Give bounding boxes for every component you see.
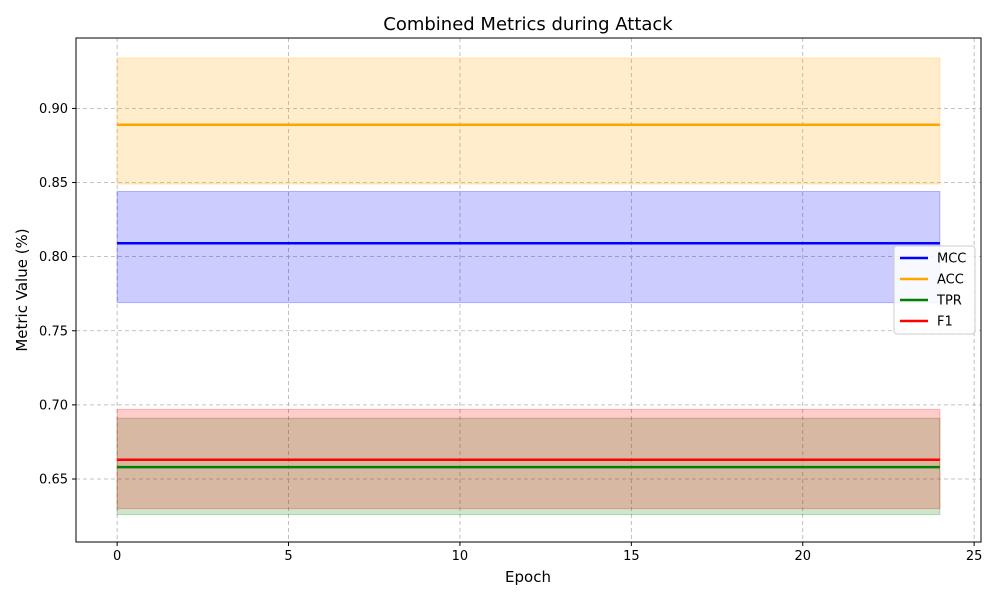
legend-label-acc: ACC	[937, 273, 964, 288]
acc-band	[116, 57, 941, 185]
legend-label-f1: F1	[937, 315, 953, 330]
x-tick-label: 5	[284, 549, 292, 564]
mcc-band	[116, 190, 941, 304]
confidence-bands	[116, 57, 941, 516]
x-tick-label: 20	[794, 549, 811, 564]
x-tick-label: 0	[113, 549, 121, 564]
legend-label-tpr: TPR	[936, 294, 962, 309]
chart-title: Combined Metrics during Attack	[383, 14, 673, 35]
series-lines	[117, 123, 940, 469]
x-tick-label: 15	[623, 549, 640, 564]
y-tick-label: 0.90	[39, 102, 68, 117]
y-tick-label: 0.65	[39, 473, 68, 488]
legend: MCC ACC TPR F1	[893, 245, 976, 335]
x-tick-label: 25	[966, 549, 983, 564]
y-tick-label: 0.85	[39, 176, 68, 191]
plot-frame	[75, 37, 982, 543]
y-tick-label: 0.75	[39, 324, 68, 339]
x-axis-label: Epoch	[505, 568, 551, 586]
x-tick-label: 10	[452, 549, 469, 564]
y-axis-label: Metric Value (%)	[13, 228, 31, 351]
y-tick-label: 0.70	[39, 398, 68, 413]
y-tick-label: 0.80	[39, 250, 68, 265]
legend-box	[893, 245, 976, 335]
y-axis-ticks: 0.65 0.70 0.75 0.80 0.85 0.90	[39, 102, 76, 488]
x-axis-ticks: 0 5 10 15 20 25	[113, 542, 982, 564]
legend-label-mcc: MCC	[937, 252, 966, 267]
